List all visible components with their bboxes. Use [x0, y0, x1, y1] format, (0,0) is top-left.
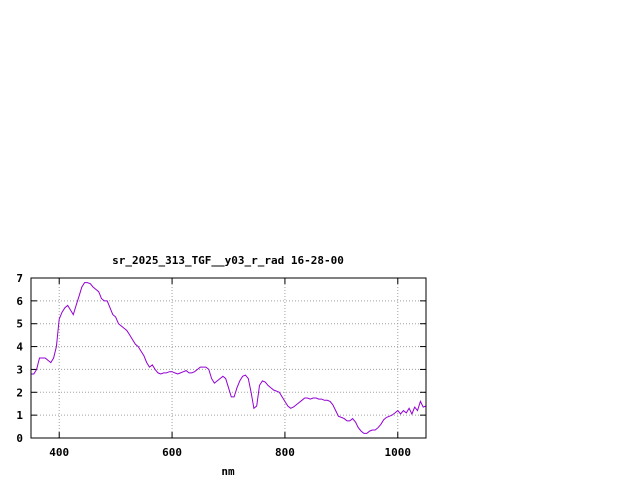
- series-line: [31, 282, 427, 434]
- y-tick-label: 6: [16, 295, 23, 308]
- plot-frame: [30, 277, 427, 439]
- x-tick-label: 800: [275, 446, 295, 459]
- grid-lines: [31, 278, 426, 438]
- x-tick-label: 600: [162, 446, 182, 459]
- x-tick-label: 400: [49, 446, 69, 459]
- x-tick-label: 1000: [385, 446, 412, 459]
- y-tick-label: 0: [16, 432, 23, 445]
- y-tick-label: 2: [16, 386, 23, 399]
- series-group: [31, 282, 427, 434]
- y-tick-label: 5: [16, 318, 23, 331]
- y-tick-label: 3: [16, 363, 23, 376]
- chart-title: sr_2025_313_TGF__y03_r_rad 16-28-00: [112, 254, 344, 267]
- axes: 400 600 800 1000 0 1 2 3 4 5 6 7: [16, 272, 426, 459]
- y-tick-label: 7: [16, 272, 23, 285]
- y-tick-label: 4: [16, 341, 23, 354]
- y-tick-label: 1: [16, 409, 23, 422]
- x-axis-label: nm: [221, 465, 235, 478]
